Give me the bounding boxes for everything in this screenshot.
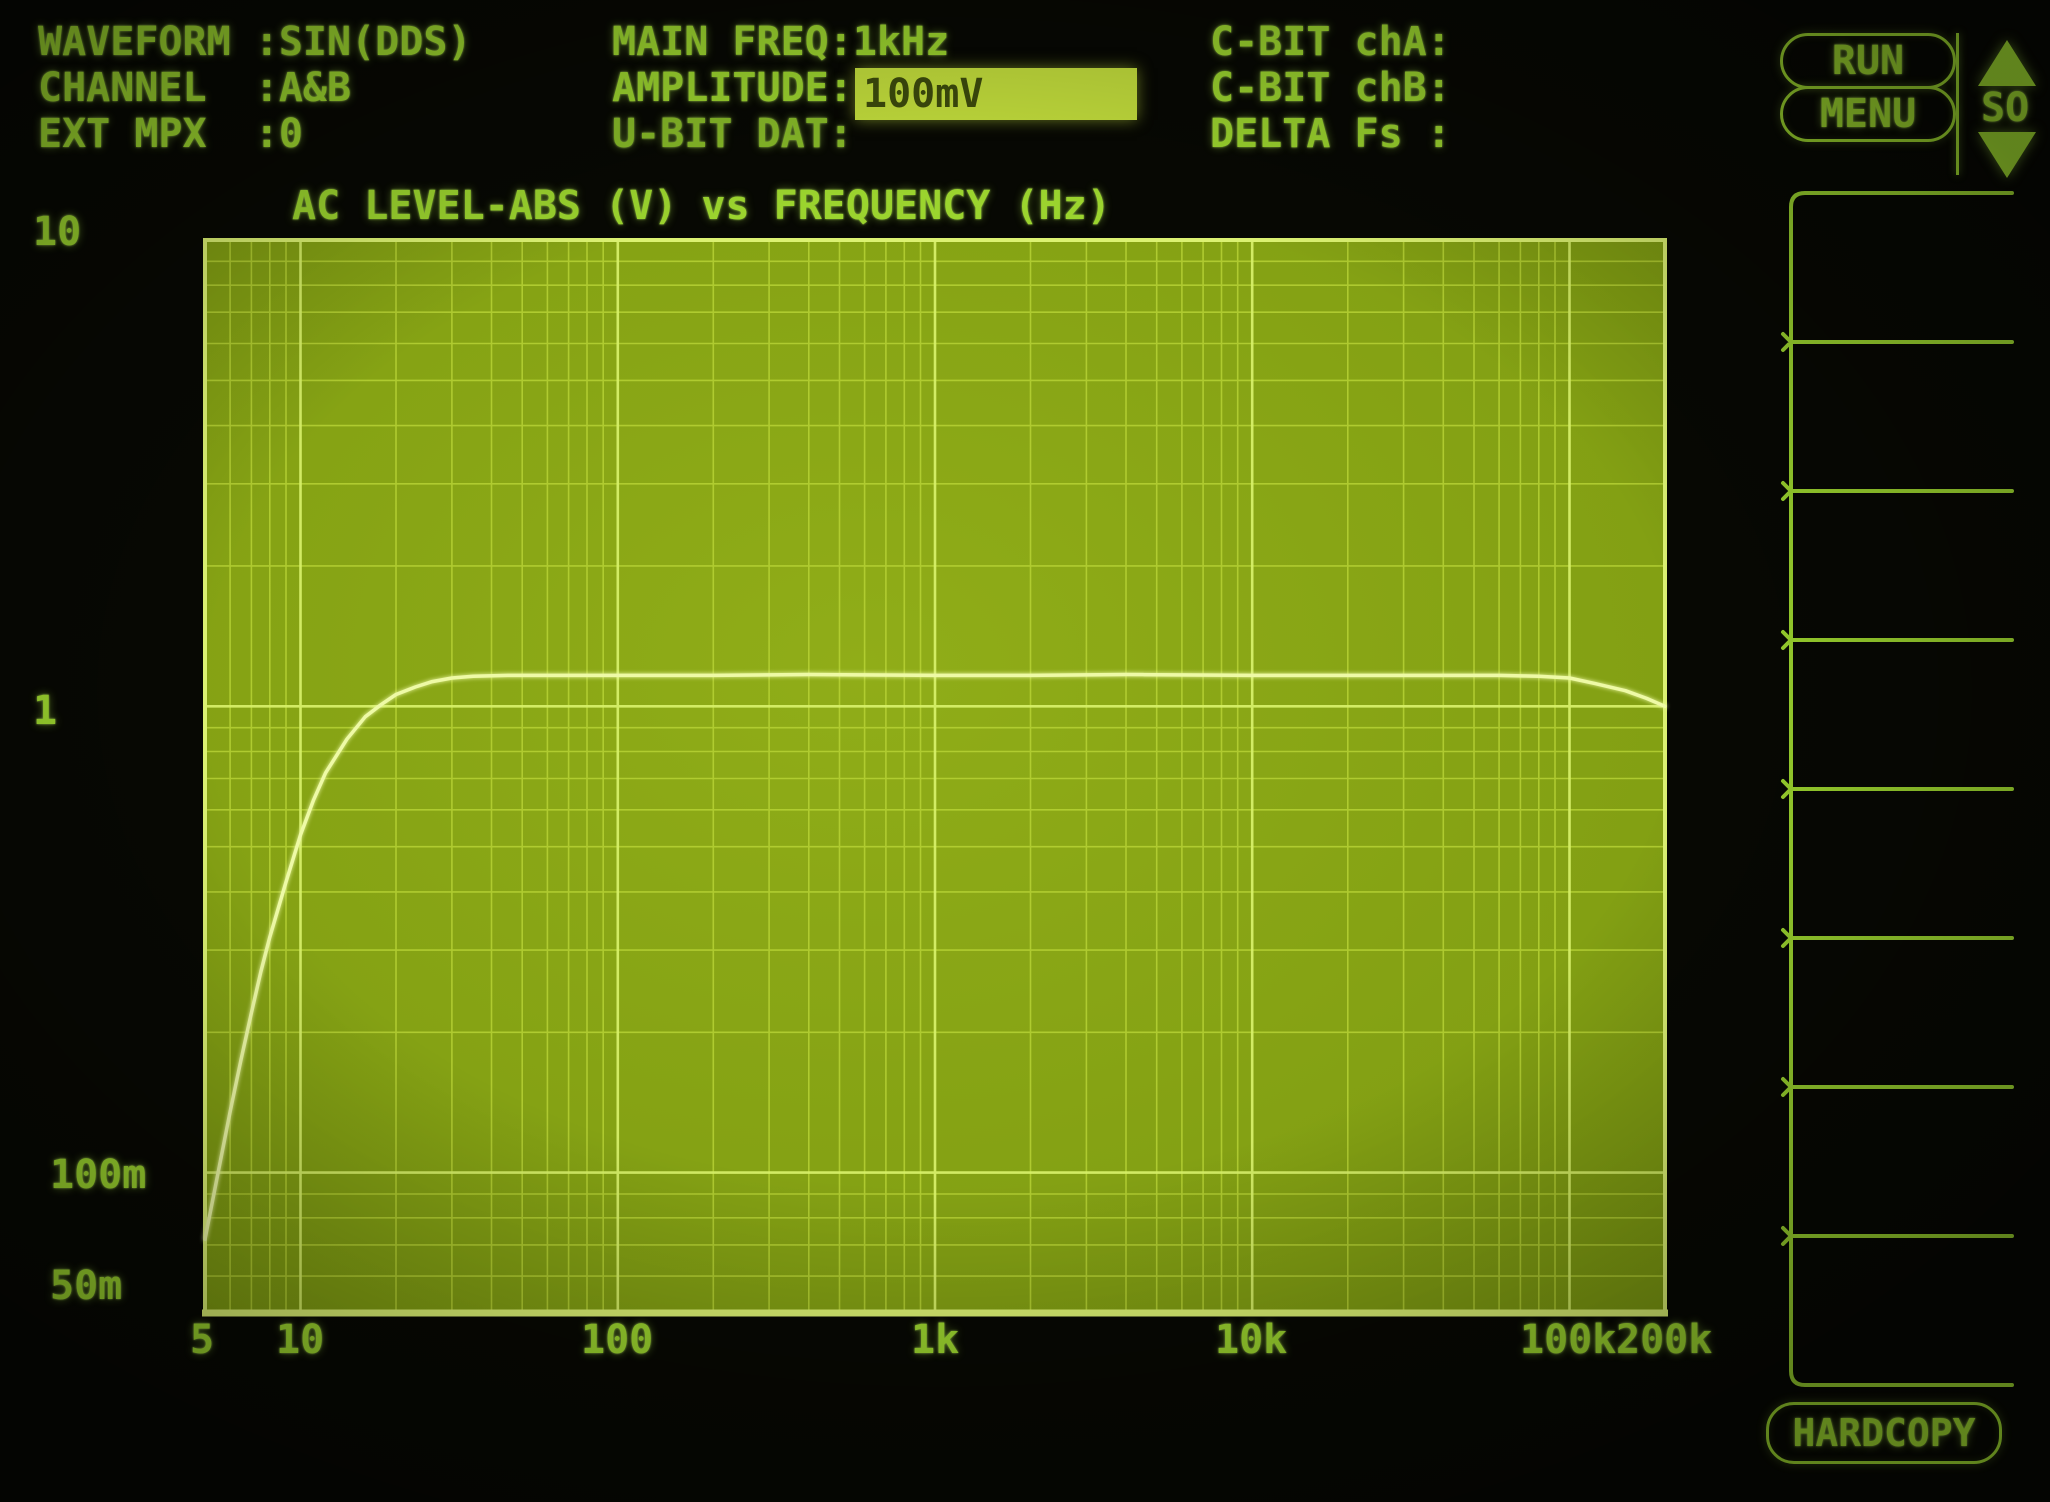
param-c-bit-chb: C-BIT chB: xyxy=(1210,65,1451,111)
param-c-bit-cha: C-BIT chA: xyxy=(1210,19,1451,65)
softkey-slot-2[interactable] xyxy=(1791,342,2012,491)
x-tick-200k: 200k xyxy=(1616,1317,1713,1363)
param-delta-fs: DELTA Fs : xyxy=(1210,111,1451,157)
param-main-freq: MAIN FREQ:1kHz xyxy=(612,19,950,65)
menu-button[interactable]: MENU xyxy=(1780,86,1956,142)
scroll-up-icon[interactable] xyxy=(1978,40,2036,86)
chart-title: AC LEVEL-ABS (V) vs FREQUENCY (Hz) xyxy=(292,183,1111,229)
hardcopy-button[interactable]: HARDCOPY xyxy=(1766,1402,2002,1464)
y-tick-100m: 100m xyxy=(50,1152,147,1198)
y-tick-50m: 50m xyxy=(50,1263,123,1309)
run-button[interactable]: RUN xyxy=(1780,33,1956,89)
amplitude-value: 100mV xyxy=(863,71,984,117)
param-amplitude-label: AMPLITUDE: xyxy=(612,65,853,111)
x-tick-100: 100 xyxy=(581,1317,654,1363)
run-button-label: RUN xyxy=(1831,38,1905,84)
softkey-slot-6[interactable] xyxy=(1791,938,2012,1087)
menu-button-label: MENU xyxy=(1819,91,1917,137)
param-ext-mpx: EXT MPX :0 xyxy=(38,111,303,157)
softkey-slot-7[interactable] xyxy=(1791,1087,2012,1236)
softkey-slot-1[interactable] xyxy=(1791,193,2012,342)
scroll-divider xyxy=(1956,33,1959,175)
x-tick-10k: 10k xyxy=(1215,1317,1288,1363)
x-tick-1k: 1k xyxy=(911,1317,960,1363)
x-tick-10: 10 xyxy=(276,1317,325,1363)
scroll-status: SO xyxy=(1981,85,2030,131)
x-tick-5: 5 xyxy=(190,1317,215,1363)
y-tick-1: 1 xyxy=(33,688,58,734)
softkey-slot-5[interactable] xyxy=(1791,789,2012,938)
param-u-bit-dat: U-BIT DAT: xyxy=(612,111,853,157)
y-tick-10: 10 xyxy=(33,209,82,255)
amplitude-value-field[interactable]: 100mV xyxy=(855,68,1137,120)
softkey-slot-3[interactable] xyxy=(1791,491,2012,640)
softkey-slot-8[interactable] xyxy=(1791,1236,2012,1385)
softkey-slot-4[interactable] xyxy=(1791,640,2012,789)
param-channel: CHANNEL :A&B xyxy=(38,65,352,111)
softkey-bracket xyxy=(1781,191,2014,1387)
scroll-down-icon[interactable] xyxy=(1978,132,2036,178)
x-tick-100k: 100k xyxy=(1520,1317,1617,1363)
param-waveform: WAVEFORM :SIN(DDS) xyxy=(38,19,472,65)
hardcopy-button-label: HARDCOPY xyxy=(1792,1411,1976,1455)
